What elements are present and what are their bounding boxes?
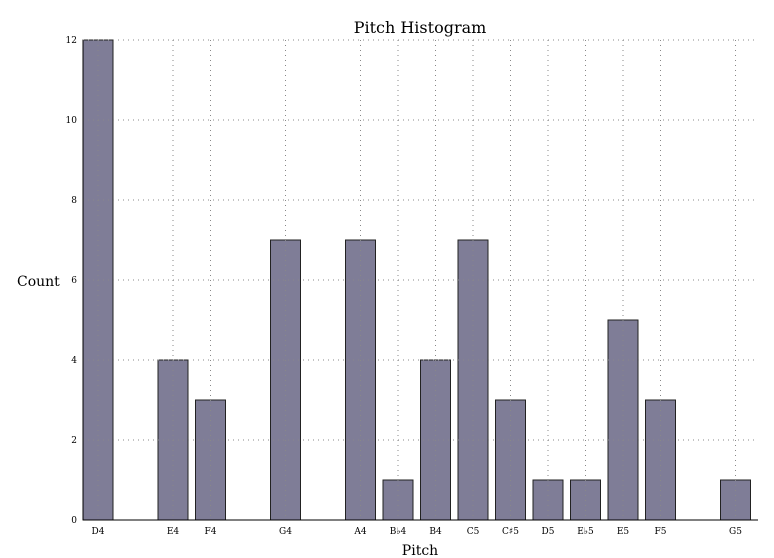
- x-tick-label: C♯5: [502, 527, 519, 537]
- y-tick-label: 6: [71, 276, 77, 286]
- x-tick-label: F5: [655, 527, 667, 537]
- x-tick-label: E5: [617, 527, 630, 537]
- x-tick-label: E♭5: [577, 527, 594, 537]
- x-tick-label: G5: [729, 527, 742, 537]
- x-tick-label: D4: [92, 527, 105, 537]
- y-tick-labels: 0 2 4 6 8 10 12: [66, 36, 78, 526]
- x-axis-label: Pitch: [402, 543, 438, 558]
- x-tick-label: B♭4: [390, 527, 407, 537]
- y-tick-label: 0: [71, 516, 77, 526]
- x-tick-labels: D4 E4 F4 G4 A4 B♭4 B4 C5 C♯5 D5 E♭5 E5 F5 G5: [92, 527, 743, 537]
- x-tick-label: F4: [205, 527, 217, 537]
- x-tick-label: C5: [467, 527, 480, 537]
- chart-title: Pitch Histogram: [354, 18, 487, 37]
- y-tick-label: 8: [71, 196, 77, 206]
- y-tick-label: 2: [71, 436, 77, 446]
- y-axis-label: Count: [17, 274, 60, 290]
- y-tick-label: 12: [66, 36, 77, 46]
- y-tick-label: 10: [66, 116, 78, 126]
- x-tick-label: E4: [167, 527, 180, 537]
- x-tick-label: A4: [353, 527, 366, 537]
- x-tick-label: G4: [279, 527, 292, 537]
- axes: [82, 40, 758, 521]
- x-tick-label: B4: [429, 527, 442, 537]
- x-tick-label: D5: [542, 527, 555, 537]
- bars: [82, 39, 758, 521]
- y-tick-label: 4: [71, 356, 77, 366]
